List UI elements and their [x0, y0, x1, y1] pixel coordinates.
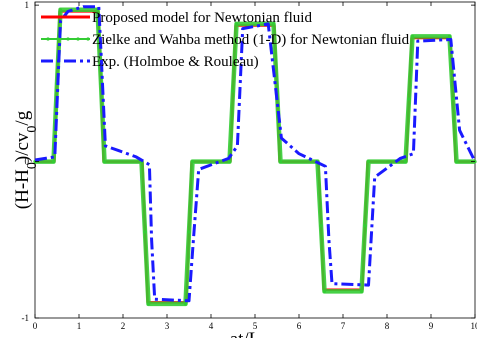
legend-label-2: Zielke and Wahba method (1-D) for Newton…	[92, 32, 410, 48]
legend-label-3: Exp. (Holmboe & Rouleau)	[92, 54, 259, 70]
series-marker	[183, 302, 188, 306]
series-marker	[403, 159, 408, 164]
x-tick-label: 2	[121, 321, 126, 331]
series-marker	[231, 89, 235, 93]
series-marker	[454, 159, 459, 164]
series-marker	[322, 289, 327, 294]
x-axis: 0 1 2 3 4 5 6 7 8 9 10	[33, 2, 477, 331]
series-marker	[234, 22, 239, 26]
x-tick-label: 5	[253, 321, 258, 331]
series-marker	[410, 34, 415, 39]
series-line-3	[34, 5, 477, 303]
series-marker	[143, 230, 147, 234]
legend-marker	[76, 37, 80, 41]
x-tick-label: 1	[77, 321, 82, 331]
series-marker	[407, 97, 411, 101]
series-marker	[271, 22, 276, 26]
series-marker	[278, 159, 283, 164]
x-tick-label: 3	[165, 321, 170, 331]
x-tick-label: 10	[471, 321, 477, 331]
series-layer	[33, 5, 477, 307]
series-marker	[319, 224, 323, 228]
legend-marker	[46, 37, 50, 41]
x-tick-label: 7	[341, 321, 346, 331]
series-marker	[146, 302, 151, 306]
y-tick-label: -1	[22, 313, 30, 323]
series-marker	[102, 159, 107, 164]
y-tick-label: 1	[25, 0, 30, 10]
series-marker	[447, 34, 452, 39]
series-marker	[363, 224, 367, 228]
x-tick-label: 0	[33, 321, 38, 331]
legend-marker	[66, 37, 70, 41]
legend-marker	[56, 37, 60, 41]
series-marker	[451, 97, 455, 101]
x-tick-label: 9	[429, 321, 434, 331]
legend: Proposed model for Newtonian fluid Zielke…	[41, 10, 410, 70]
series-marker	[227, 159, 232, 164]
y-tick-label: 0	[25, 157, 30, 167]
y-axis-label-group: (H-H0)/cv0/g	[12, 110, 40, 209]
series-marker	[58, 8, 63, 12]
series-marker	[51, 159, 56, 164]
series-marker	[190, 159, 195, 164]
x-tick-label: 6	[297, 321, 302, 331]
x-tick-label: 4	[209, 321, 214, 331]
series-marker	[366, 159, 371, 164]
legend-marker	[86, 37, 90, 41]
y-axis-label: (H-H0)/cv0/g	[12, 110, 40, 209]
x-tick-label: 8	[385, 321, 390, 331]
plot-area	[33, 1, 477, 319]
series-marker	[187, 230, 191, 234]
legend-label-1: Proposed model for Newtonian fluid	[92, 10, 312, 26]
series-marker	[359, 289, 364, 294]
y-axis: 1 0 -1	[22, 0, 475, 323]
series-line-2	[35, 7, 475, 307]
x-axis-label: at/L	[230, 329, 261, 338]
